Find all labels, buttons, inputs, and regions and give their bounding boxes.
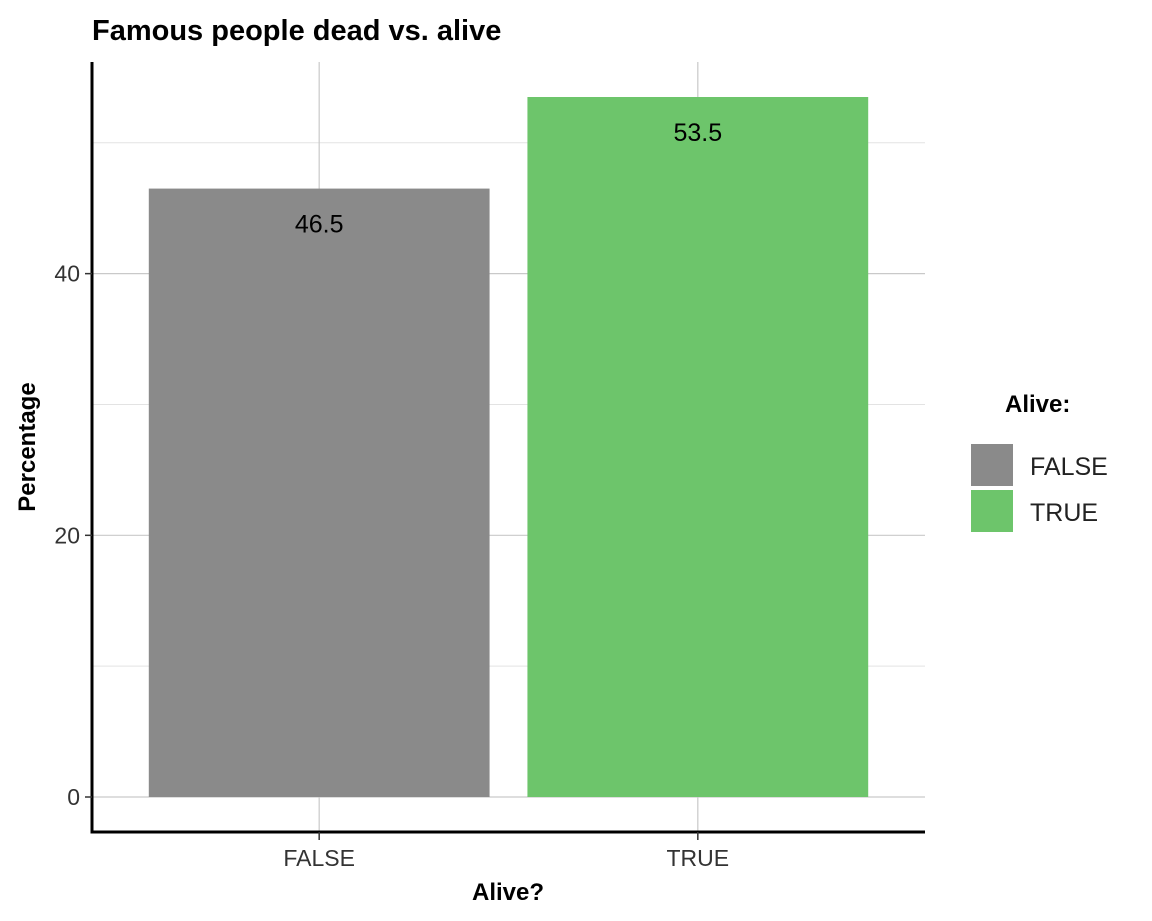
legend-label: FALSE bbox=[1030, 453, 1108, 481]
y-tick-label: 40 bbox=[54, 261, 80, 287]
chart-title: Famous people dead vs. alive bbox=[92, 15, 501, 47]
y-axis-label: Percentage bbox=[14, 382, 41, 511]
legend: Alive: FALSE TRUE bbox=[971, 391, 1108, 532]
x-tick-label: FALSE bbox=[283, 845, 355, 871]
legend-label: TRUE bbox=[1030, 499, 1098, 527]
data-label: 53.5 bbox=[673, 119, 722, 147]
y-tick-label: 20 bbox=[54, 522, 80, 548]
y-tick-label: 0 bbox=[67, 784, 80, 810]
legend-swatch-false bbox=[971, 444, 1013, 486]
x-axis-label: Alive? bbox=[472, 879, 544, 906]
data-labels: 46.5 53.5 bbox=[295, 119, 722, 239]
data-label: 46.5 bbox=[295, 211, 344, 239]
bars bbox=[148, 97, 869, 797]
legend-swatch-true bbox=[971, 490, 1013, 532]
legend-title: Alive: bbox=[1005, 391, 1070, 418]
x-tick-label: TRUE bbox=[667, 845, 730, 871]
bar-true bbox=[527, 97, 869, 797]
bar-false bbox=[148, 188, 490, 797]
axes: 0 20 40 FALSE TRUE bbox=[54, 62, 925, 871]
